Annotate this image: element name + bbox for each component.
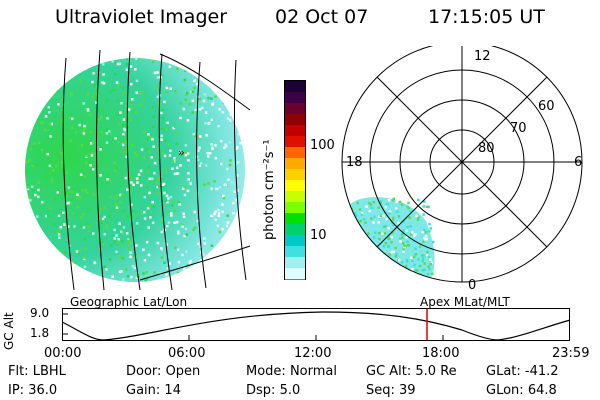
- mlat-label-60: 60: [538, 99, 555, 114]
- sun-marker: »: [178, 146, 185, 159]
- status-door: Door: Open: [126, 364, 201, 379]
- geographic-image: »: [25, 49, 251, 291]
- geographic-caption: Geographic Lat/Lon: [70, 295, 188, 309]
- alt-xtick-2: 12:00: [294, 346, 332, 361]
- instrument-title: Ultraviolet Imager: [55, 6, 228, 28]
- colorbar: 100 10: [284, 80, 335, 280]
- mlat-label-70: 70: [510, 121, 527, 136]
- altitude-curve: [62, 311, 571, 341]
- colorbar-cell: [285, 180, 305, 192]
- alt-ytick-9: 9.0: [30, 306, 50, 320]
- alt-xtick-0: 00:00: [44, 346, 82, 361]
- colorbar-cell: [285, 213, 305, 225]
- colorbar-cell: [285, 235, 305, 247]
- alt-xtick-4: 23:59: [552, 346, 590, 361]
- alt-xtick-3: 18:00: [422, 346, 460, 361]
- date-label: 02 Oct 07: [275, 6, 369, 28]
- polar-diag-2: [376, 76, 548, 248]
- alt-ylabel: GC Alt: [2, 312, 16, 350]
- colorbar-tick-10: 10: [310, 228, 327, 243]
- status-glon: GLon: 64.8: [486, 383, 557, 398]
- alt-ytick-1.8: 1.8: [30, 326, 50, 340]
- colorbar-unit-label: photon cm⁻²s⁻¹: [262, 139, 277, 240]
- colorbar-cell: [285, 103, 305, 115]
- colorbar-cell: [285, 147, 305, 159]
- earth-disk: [25, 58, 245, 282]
- colorbar-cell: [285, 81, 305, 93]
- colorbar-cell: [285, 224, 305, 236]
- mlat-label-80: 80: [478, 141, 495, 156]
- status-gc-alt: GC Alt: 5.0 Re: [366, 364, 457, 379]
- alt-xtick-1: 06:00: [168, 346, 206, 361]
- status-gain: Gain: 14: [126, 383, 181, 398]
- colorbar-cell: [285, 257, 305, 269]
- status-ip: IP: 36.0: [8, 383, 58, 398]
- colorbar-cell: [285, 158, 305, 170]
- altitude-plot: [62, 308, 571, 341]
- colorbar-cell: [285, 169, 305, 181]
- status-mode: Mode: Normal: [246, 364, 337, 379]
- colorbar-cell: [285, 125, 305, 137]
- apex-caption: Apex MLat/MLT: [420, 295, 510, 309]
- colorbar-cell: [285, 246, 305, 258]
- colorbar-cell: [285, 191, 305, 203]
- colorbar-cells: [285, 81, 305, 280]
- mlt-label-12: 12: [474, 49, 491, 64]
- time-label: 17:15:05 UT: [428, 6, 545, 28]
- mlt-label-18: 18: [346, 155, 363, 170]
- lat-lon-grid: [62, 49, 251, 291]
- mlt-label-0: 0: [468, 278, 476, 292]
- mlt-label-6: 6: [574, 155, 582, 170]
- status-flt: Flt: LBHL: [8, 364, 66, 379]
- colorbar-cell: [285, 202, 305, 214]
- status-dsp: Dsp: 5.0: [246, 383, 301, 398]
- colorbar-cell: [285, 268, 305, 280]
- colorbar-tick-100: 100: [310, 138, 335, 153]
- status-glat: GLat: -41.2: [486, 364, 559, 379]
- colorbar-cell: [285, 92, 305, 104]
- colorbar-cell: [285, 136, 305, 148]
- colorbar-cell: [285, 114, 305, 126]
- status-seq: Seq: 39: [366, 383, 416, 398]
- polar-plot: 12 18 6 0 60 70 80: [341, 46, 583, 292]
